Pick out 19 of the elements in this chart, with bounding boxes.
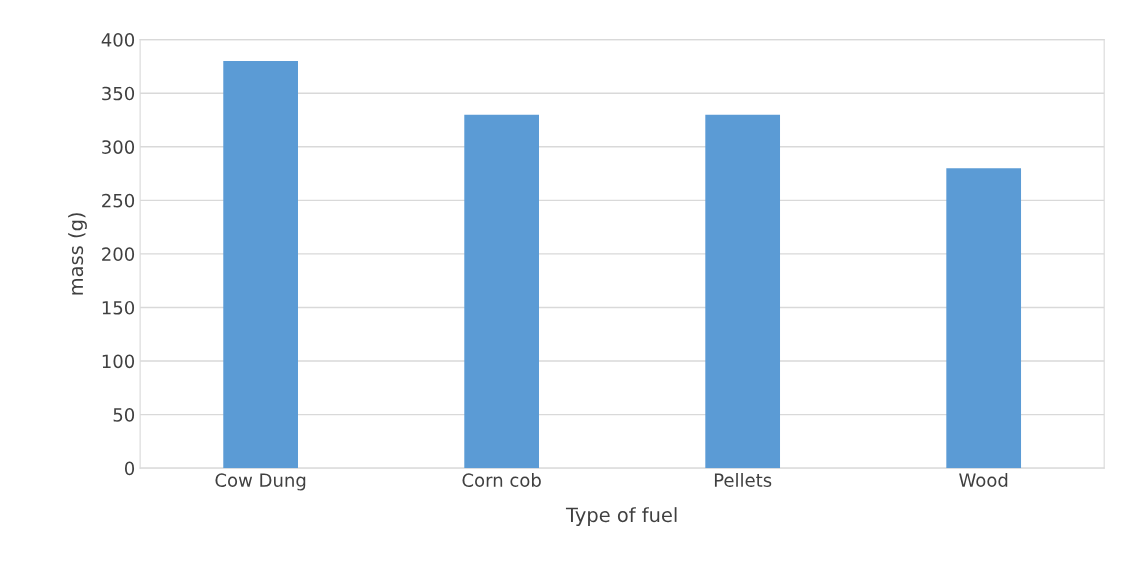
- bar: [946, 168, 1022, 469]
- x-tick-label: Cow Dung: [215, 473, 306, 491]
- y-tick-label: 400: [101, 33, 135, 47]
- y-tick-label: 150: [102, 300, 135, 315]
- y-tick-label: 350: [102, 86, 135, 101]
- y-tick-label: 50: [113, 408, 135, 422]
- y-tick-label: 200: [102, 247, 135, 262]
- x-tick-label: Pellets: [714, 473, 772, 487]
- bar: [223, 61, 298, 469]
- x-tick-label: Wood: [959, 473, 1008, 487]
- x-axis-title: Type of fuel: [565, 507, 677, 526]
- y-tick-label: 250: [102, 193, 135, 208]
- y-axis-title: mass (g): [68, 213, 87, 295]
- y-tick-label: 100: [102, 354, 135, 369]
- x-tick-label: Corn cob: [462, 473, 541, 487]
- y-tick-label: 300: [102, 140, 135, 154]
- y-tick-label: 0: [124, 461, 135, 476]
- bar: [464, 114, 539, 469]
- bar: [705, 114, 781, 469]
